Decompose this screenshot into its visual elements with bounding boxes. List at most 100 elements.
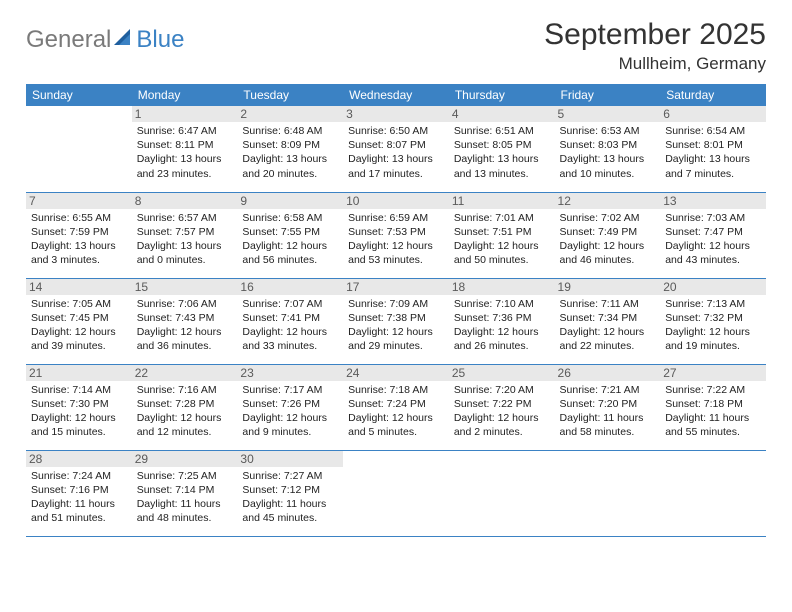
calendar-cell: 8 Sunrise: 6:57 AMSunset: 7:57 PMDaylight… <box>132 192 238 278</box>
cell-details: Sunrise: 7:27 AMSunset: 7:12 PMDaylight:… <box>242 469 338 526</box>
sunset-line: Sunset: 8:03 PM <box>560 138 656 152</box>
daylight-line: Daylight: 11 hours and 58 minutes. <box>560 411 656 439</box>
daylight-line: Daylight: 13 hours and 17 minutes. <box>348 152 444 180</box>
daylight-line: Daylight: 13 hours and 20 minutes. <box>242 152 338 180</box>
daylight-line: Daylight: 12 hours and 50 minutes. <box>454 239 550 267</box>
sunrise-line: Sunrise: 6:59 AM <box>348 211 444 225</box>
sunrise-line: Sunrise: 7:10 AM <box>454 297 550 311</box>
sunrise-line: Sunrise: 7:03 AM <box>665 211 761 225</box>
daylight-line: Daylight: 12 hours and 29 minutes. <box>348 325 444 353</box>
cell-details: Sunrise: 6:50 AMSunset: 8:07 PMDaylight:… <box>348 124 444 181</box>
calendar-cell: 15Sunrise: 7:06 AMSunset: 7:43 PMDayligh… <box>132 278 238 364</box>
cell-details: Sunrise: 6:51 AMSunset: 8:05 PMDaylight:… <box>454 124 550 181</box>
day-number: 15 <box>132 279 238 295</box>
sunrise-line: Sunrise: 6:50 AM <box>348 124 444 138</box>
sunset-line: Sunset: 7:51 PM <box>454 225 550 239</box>
cell-details: Sunrise: 7:18 AMSunset: 7:24 PMDaylight:… <box>348 383 444 440</box>
cell-details: Sunrise: 7:10 AMSunset: 7:36 PMDaylight:… <box>454 297 550 354</box>
cell-details: Sunrise: 7:13 AMSunset: 7:32 PMDaylight:… <box>665 297 761 354</box>
day-number: 8 <box>132 193 238 209</box>
daylight-line: Daylight: 11 hours and 48 minutes. <box>137 497 233 525</box>
sunset-line: Sunset: 7:45 PM <box>31 311 127 325</box>
daylight-line: Daylight: 12 hours and 43 minutes. <box>665 239 761 267</box>
sunset-line: Sunset: 7:26 PM <box>242 397 338 411</box>
calendar-cell: 7Sunrise: 6:55 AMSunset: 7:59 PMDaylight… <box>26 192 132 278</box>
logo-sail-icon <box>113 28 135 53</box>
sunrise-line: Sunrise: 6:55 AM <box>31 211 127 225</box>
sunrise-line: Sunrise: 6:51 AM <box>454 124 550 138</box>
sunset-line: Sunset: 7:49 PM <box>560 225 656 239</box>
sunset-line: Sunset: 7:32 PM <box>665 311 761 325</box>
sunset-line: Sunset: 7:30 PM <box>31 397 127 411</box>
calendar-cell: 27 Sunrise: 7:22 AMSunset: 7:18 PMDayligh… <box>660 364 766 450</box>
logo-text-part1: General <box>26 26 111 54</box>
calendar-cell: 18 Sunrise: 7:10 AMSunset: 7:36 PMDayligh… <box>449 278 555 364</box>
sunset-line: Sunset: 8:11 PM <box>137 138 233 152</box>
cell-details: Sunrise: 7:22 AMSunset: 7:18 PMDaylight:… <box>665 383 761 440</box>
cell-details: Sunrise: 7:01 AMSunset: 7:51 PMDaylight:… <box>454 211 550 268</box>
weekday-header-row: Sunday Monday Tuesday Wednesday Thursday… <box>26 84 766 106</box>
sunset-line: Sunset: 7:59 PM <box>31 225 127 239</box>
day-number: 19 <box>555 279 661 295</box>
day-number: 18 <box>449 279 555 295</box>
sunrise-line: Sunrise: 7:20 AM <box>454 383 550 397</box>
sunset-line: Sunset: 7:24 PM <box>348 397 444 411</box>
calendar-cell: 19Sunrise: 7:11 AMSunset: 7:34 PMDayligh… <box>555 278 661 364</box>
day-number: 23 <box>237 365 343 381</box>
daylight-line: Daylight: 12 hours and 12 minutes. <box>137 411 233 439</box>
sunset-line: Sunset: 7:38 PM <box>348 311 444 325</box>
daylight-line: Daylight: 11 hours and 55 minutes. <box>665 411 761 439</box>
cell-details: Sunrise: 7:03 AMSunset: 7:47 PMDaylight:… <box>665 211 761 268</box>
daylight-line: Daylight: 12 hours and 22 minutes. <box>560 325 656 353</box>
sunrise-line: Sunrise: 7:06 AM <box>137 297 233 311</box>
cell-details: Sunrise: 7:02 AMSunset: 7:49 PMDaylight:… <box>560 211 656 268</box>
sunrise-line: Sunrise: 7:09 AM <box>348 297 444 311</box>
cell-details: Sunrise: 7:21 AMSunset: 7:20 PMDaylight:… <box>560 383 656 440</box>
day-number: 27 <box>660 365 766 381</box>
cell-details: Sunrise: 6:54 AMSunset: 8:01 PMDaylight:… <box>665 124 761 181</box>
calendar-cell <box>660 450 766 536</box>
cell-details: Sunrise: 7:09 AMSunset: 7:38 PMDaylight:… <box>348 297 444 354</box>
day-number: 4 <box>449 106 555 122</box>
day-number: 5 <box>555 106 661 122</box>
sunset-line: Sunset: 7:16 PM <box>31 483 127 497</box>
sunrise-line: Sunrise: 7:13 AM <box>665 297 761 311</box>
day-number: 14 <box>26 279 132 295</box>
day-number: 13 <box>660 193 766 209</box>
cell-details: Sunrise: 6:47 AMSunset: 8:11 PMDaylight:… <box>137 124 233 181</box>
sunrise-line: Sunrise: 7:02 AM <box>560 211 656 225</box>
sunrise-line: Sunrise: 7:01 AM <box>454 211 550 225</box>
cell-details: Sunrise: 7:17 AMSunset: 7:26 PMDaylight:… <box>242 383 338 440</box>
daylight-line: Daylight: 12 hours and 46 minutes. <box>560 239 656 267</box>
calendar-row: 28Sunrise: 7:24 AMSunset: 7:16 PMDayligh… <box>26 450 766 536</box>
cell-details: Sunrise: 7:05 AMSunset: 7:45 PMDaylight:… <box>31 297 127 354</box>
sunrise-line: Sunrise: 7:21 AM <box>560 383 656 397</box>
calendar-cell: 1Sunrise: 6:47 AMSunset: 8:11 PMDaylight… <box>132 106 238 192</box>
daylight-line: Daylight: 13 hours and 13 minutes. <box>454 152 550 180</box>
cell-details: Sunrise: 6:58 AMSunset: 7:55 PMDaylight:… <box>242 211 338 268</box>
calendar-cell: 14 Sunrise: 7:05 AMSunset: 7:45 PMDayligh… <box>26 278 132 364</box>
sunset-line: Sunset: 7:55 PM <box>242 225 338 239</box>
daylight-line: Daylight: 12 hours and 33 minutes. <box>242 325 338 353</box>
calendar-cell <box>343 450 449 536</box>
daylight-line: Daylight: 12 hours and 26 minutes. <box>454 325 550 353</box>
calendar-cell: 23 Sunrise: 7:17 AMSunset: 7:26 PMDayligh… <box>237 364 343 450</box>
sunset-line: Sunset: 7:36 PM <box>454 311 550 325</box>
sunrise-line: Sunrise: 6:47 AM <box>137 124 233 138</box>
sunrise-line: Sunrise: 7:11 AM <box>560 297 656 311</box>
cell-details: Sunrise: 7:25 AMSunset: 7:14 PMDaylight:… <box>137 469 233 526</box>
calendar-cell: 11 Sunrise: 7:01 AMSunset: 7:51 PMDayligh… <box>449 192 555 278</box>
sunset-line: Sunset: 7:28 PM <box>137 397 233 411</box>
daylight-line: Daylight: 12 hours and 19 minutes. <box>665 325 761 353</box>
sunrise-line: Sunrise: 6:57 AM <box>137 211 233 225</box>
cell-details: Sunrise: 6:57 AMSunset: 7:57 PMDaylight:… <box>137 211 233 268</box>
sunrise-line: Sunrise: 6:54 AM <box>665 124 761 138</box>
daylight-line: Daylight: 13 hours and 23 minutes. <box>137 152 233 180</box>
day-number: 11 <box>449 193 555 209</box>
sunrise-line: Sunrise: 7:16 AM <box>137 383 233 397</box>
weekday-header: Tuesday <box>237 84 343 106</box>
day-number: 29 <box>132 451 238 467</box>
sunrise-line: Sunrise: 7:25 AM <box>137 469 233 483</box>
calendar-cell: 20Sunrise: 7:13 AMSunset: 7:32 PMDayligh… <box>660 278 766 364</box>
month-title: September 2025 <box>544 18 766 52</box>
